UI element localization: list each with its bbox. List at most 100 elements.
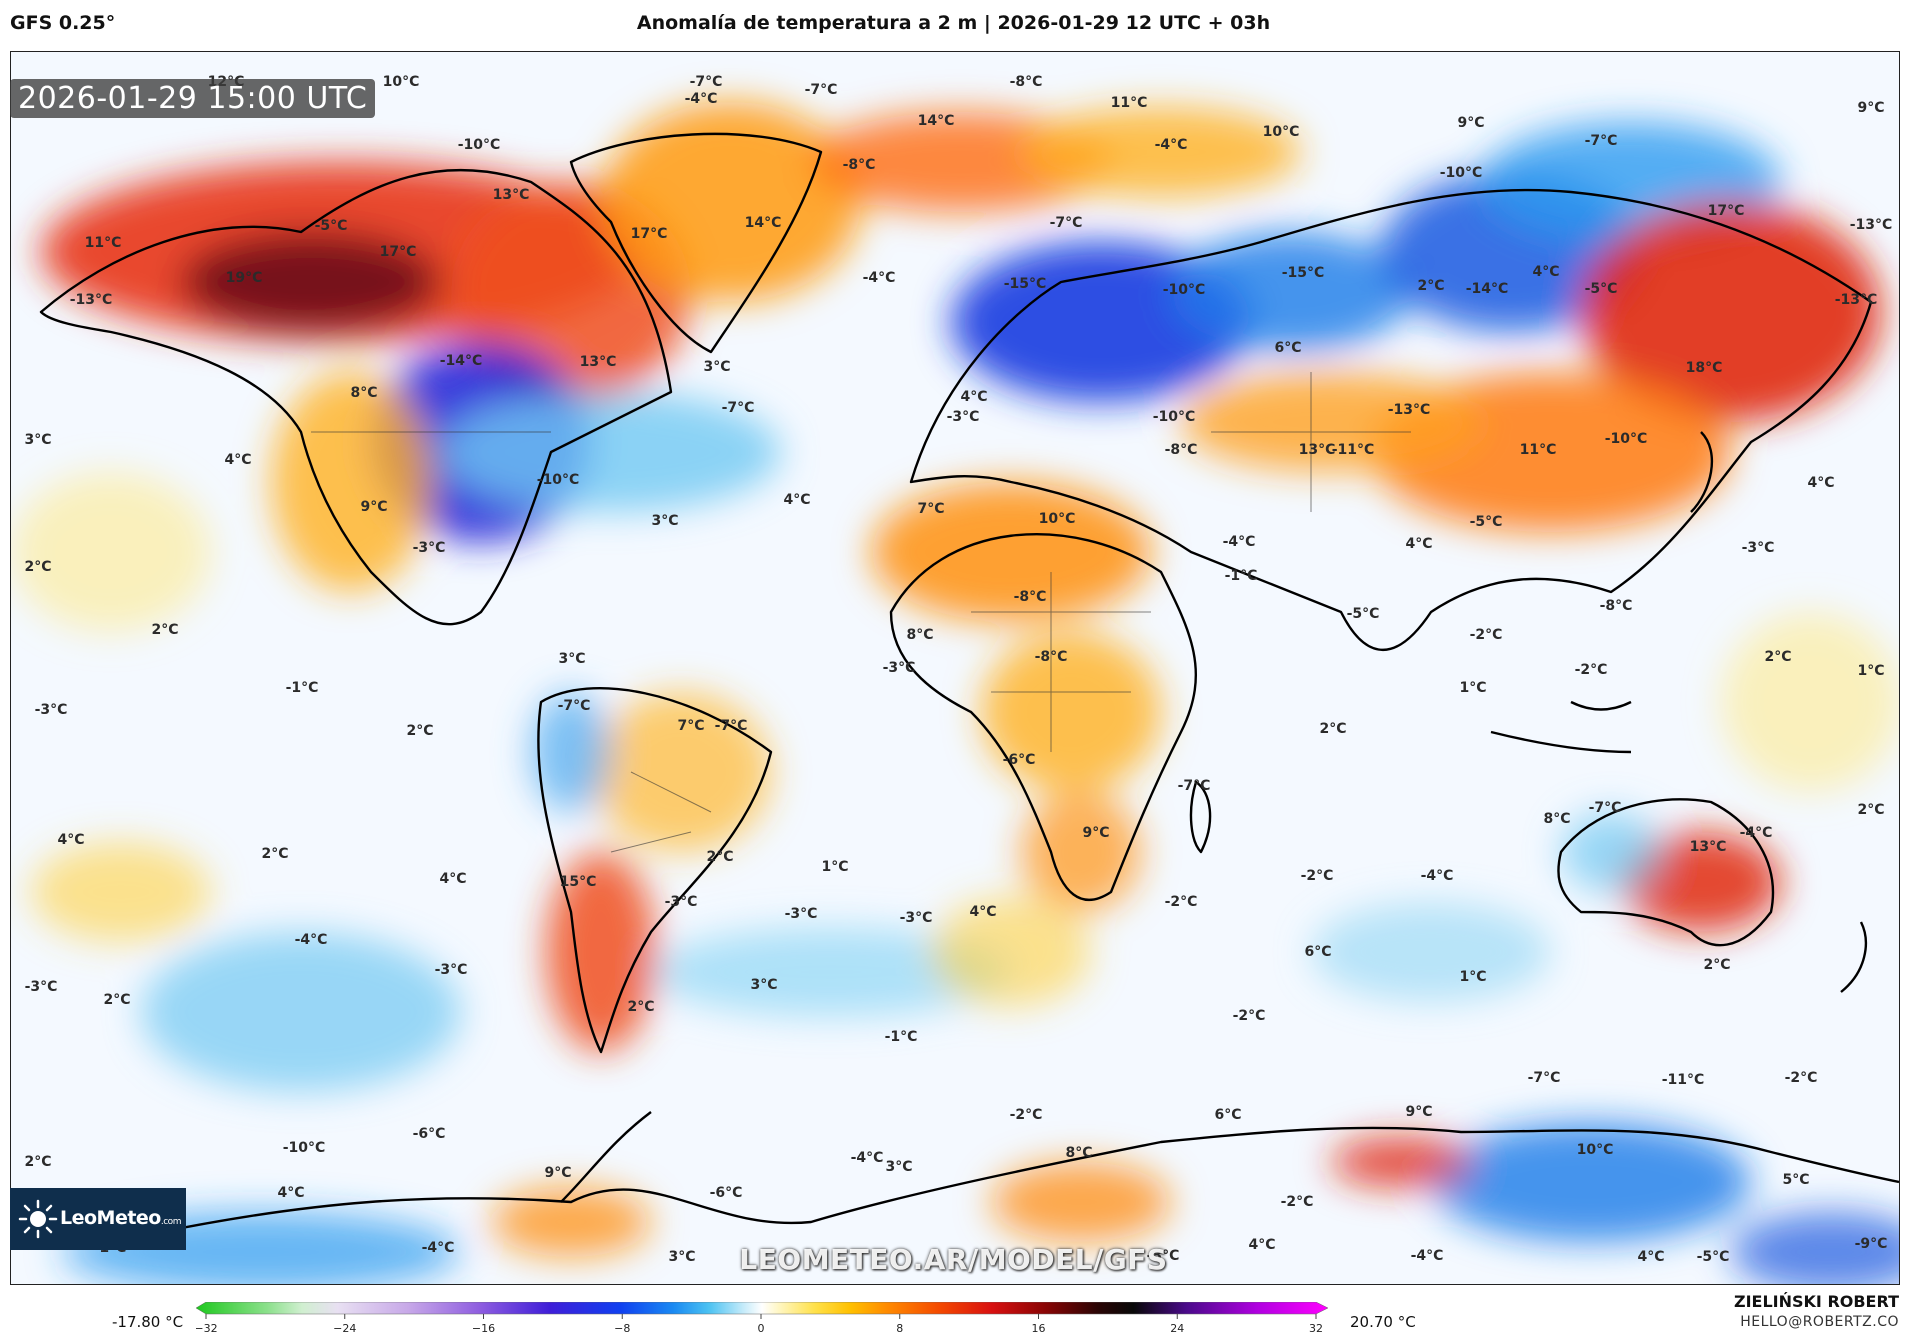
anomaly-label: 2°C xyxy=(1417,278,1444,294)
anomaly-label: -6°C xyxy=(710,1185,743,1201)
anomaly-label: -3°C xyxy=(1742,540,1775,556)
anomaly-label: 4°C xyxy=(783,492,810,508)
anomaly-label: 13°C xyxy=(493,187,530,203)
anomaly-label: 17°C xyxy=(380,244,417,260)
anomaly-label: 2°C xyxy=(1703,957,1730,973)
anomaly-label: -13°C xyxy=(1388,402,1431,418)
anomaly-label: 9°C xyxy=(360,499,387,515)
anomaly-label: 9°C xyxy=(1082,825,1109,841)
anomaly-label: 3°C xyxy=(558,651,585,667)
legend-tick-label: 16 xyxy=(1032,1322,1046,1335)
legend-ticks: −32 −24 −16 −8 0 8 16 24 32 xyxy=(196,1314,1323,1335)
anomaly-label: 4°C xyxy=(439,871,466,887)
anomaly-label: 17°C xyxy=(1708,203,1745,219)
anomaly-label: -5°C xyxy=(1470,514,1503,530)
anomaly-label: -2°C xyxy=(1575,662,1608,678)
anomaly-label: -3°C xyxy=(900,910,933,926)
anomaly-label: 4°C xyxy=(277,1185,304,1201)
anomaly-label: -6°C xyxy=(413,1126,446,1142)
anomaly-label: 8°C xyxy=(1543,811,1570,827)
anomaly-label: 6°C xyxy=(1214,1107,1241,1123)
anomaly-label: -10°C xyxy=(537,472,580,488)
map-title: Anomalía de temperatura a 2 m | 2026-01-… xyxy=(636,12,1271,34)
anomaly-label: 6°C xyxy=(1274,340,1301,356)
anomaly-label: 18°C xyxy=(1686,360,1723,376)
anomaly-label: -7°C xyxy=(1050,215,1083,231)
anomaly-label: -13°C xyxy=(1835,292,1878,308)
anomaly-label: 4°C xyxy=(1248,1237,1275,1253)
anomaly-label: 11°C xyxy=(1520,442,1557,458)
anomaly-label: 9°C xyxy=(1405,1104,1432,1120)
anomaly-label: -3°C xyxy=(883,660,916,676)
anomaly-label: 4°C xyxy=(1807,475,1834,491)
anomaly-label: 10°C xyxy=(1577,1142,1614,1158)
anomaly-label: -10°C xyxy=(1153,409,1196,425)
anomaly-label: -5°C xyxy=(1697,1249,1730,1265)
anomaly-label: -5°C xyxy=(1347,606,1380,622)
anomaly-label: 10°C xyxy=(1039,511,1076,527)
anomaly-label: 2°C xyxy=(1857,802,1884,818)
anomaly-label: -14°C xyxy=(440,353,483,369)
anomaly-label: 17°C xyxy=(631,226,668,242)
anomaly-label: -4°C xyxy=(1411,1248,1444,1264)
anomaly-label: 3°C xyxy=(668,1249,695,1265)
logo-text: LeoMeteo.com xyxy=(60,1207,181,1229)
anomaly-label: -7°C xyxy=(1589,800,1622,816)
anomaly-label: 1°C xyxy=(1459,680,1486,696)
anomaly-label: 8°C xyxy=(350,385,377,401)
temperature-anomaly-map[interactable]: 12°C10°C-7°C-7°C-8°C11°C14°C-4°C10°C9°C-… xyxy=(11,52,1899,1284)
author-email: HELLO@ROBERTZ.CO xyxy=(1740,1314,1899,1330)
legend-max-label: 20.70 °C xyxy=(1350,1313,1416,1331)
legend-colorbar: −32 −24 −16 −8 0 8 16 24 32 xyxy=(196,1302,1329,1335)
anomaly-label: -2°C xyxy=(1010,1107,1043,1123)
anomaly-label: -7°C xyxy=(1585,133,1618,149)
anomaly-label: 8°C xyxy=(1065,1145,1092,1161)
anomaly-label: -11°C xyxy=(1662,1072,1705,1088)
anomaly-label: 2°C xyxy=(103,992,130,1008)
anomaly-label: -3°C xyxy=(435,962,468,978)
anomaly-label: -3°C xyxy=(785,906,818,922)
anomaly-label: 3°C xyxy=(24,432,51,448)
anomaly-label: 14°C xyxy=(745,215,782,231)
anomaly-label: -6°C xyxy=(1003,752,1036,768)
anomaly-label: -7°C xyxy=(690,74,723,90)
anomaly-label: -14°C xyxy=(1466,281,1509,297)
anomaly-label: 13°C xyxy=(1690,839,1727,855)
anomaly-label: -3°C xyxy=(665,894,698,910)
anomaly-label: -3°C xyxy=(1147,1248,1180,1264)
anomaly-label: -1°C xyxy=(1225,568,1258,584)
anomaly-label: -8°C xyxy=(1600,598,1633,614)
anomaly-label: 3°C xyxy=(703,359,730,375)
legend-tick-label: 24 xyxy=(1170,1322,1184,1335)
anomaly-label: -2°C xyxy=(1301,868,1334,884)
author-name: ZIELIŃSKI ROBERT xyxy=(1733,1292,1899,1311)
anomaly-label: -8°C xyxy=(843,157,876,173)
anomaly-label: -5°C xyxy=(1585,281,1618,297)
legend-tick-label: −24 xyxy=(333,1322,356,1335)
anomaly-label: -5°C xyxy=(315,218,348,234)
anomaly-label: 2°C xyxy=(24,1154,51,1170)
anomaly-label: -4°C xyxy=(863,270,896,286)
anomaly-label: -4°C xyxy=(851,1150,884,1166)
anomaly-label: -3°C xyxy=(35,702,68,718)
anomaly-label: 3°C xyxy=(651,513,678,529)
anomaly-label: 13°C xyxy=(1299,442,1336,458)
map-panel[interactable]: 12°C10°C-7°C-7°C-8°C11°C14°C-4°C10°C9°C-… xyxy=(10,51,1900,1285)
anomaly-label: 2°C xyxy=(261,846,288,862)
anomaly-label: 11°C xyxy=(1111,95,1148,111)
anomaly-label: -4°C xyxy=(422,1240,455,1256)
anomaly-label: -2°C xyxy=(1470,627,1503,643)
anomaly-label: -9°C xyxy=(1855,1236,1888,1252)
leometeo-logo: LeoMeteo.com xyxy=(10,1188,186,1250)
anomaly-label: 13°C xyxy=(580,354,617,370)
anomaly-label: 14°C xyxy=(918,113,955,129)
anomaly-label: 2°C xyxy=(406,723,433,739)
anomaly-label: -7°C xyxy=(722,400,755,416)
anomaly-label: -15°C xyxy=(1004,276,1047,292)
anomaly-label: -10°C xyxy=(283,1140,326,1156)
legend-tick-label: 0 xyxy=(758,1322,765,1335)
anomaly-label: -8°C xyxy=(1010,74,1043,90)
anomaly-label: -4°C xyxy=(1421,868,1454,884)
valid-time-badge: 2026-01-29 15:00 UTC xyxy=(10,79,376,118)
anomaly-label: 4°C xyxy=(960,389,987,405)
